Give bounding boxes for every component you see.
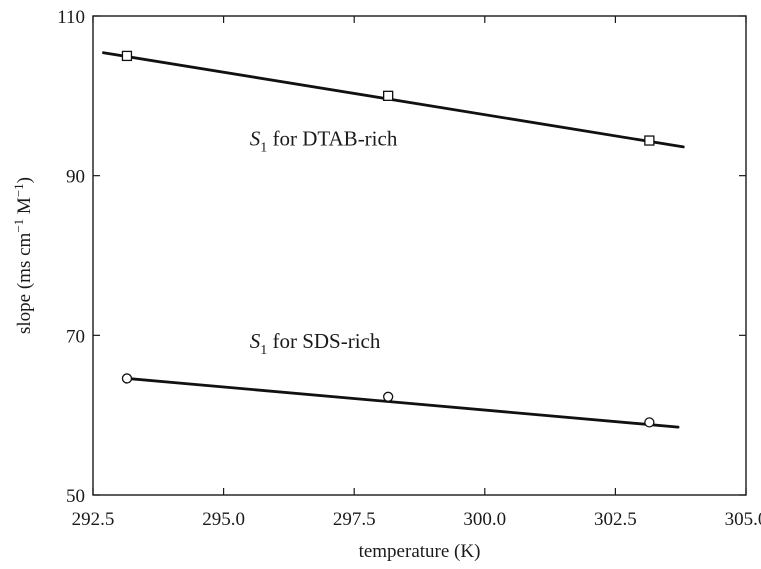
y-tick-label: 70 <box>66 326 85 347</box>
x-tick-label: 305.0 <box>725 509 761 530</box>
axis-ticks <box>92 15 747 496</box>
y-tick-label: 90 <box>66 167 85 188</box>
x-tick-label: 292.5 <box>72 509 115 530</box>
fit-lines <box>102 51 685 429</box>
plot-frame <box>92 15 747 496</box>
series-2-fit-line <box>125 377 680 429</box>
series-1-point <box>121 50 133 62</box>
annotations: S1 for DTAB-rich S1 for SDS-rich <box>250 126 398 358</box>
series-1-point <box>383 90 394 101</box>
y-tick-labels: 50 70 90 110 <box>57 7 85 507</box>
x-tick-label: 295.0 <box>202 509 245 530</box>
series-1-fit-line <box>102 51 685 149</box>
x-tick-label: 297.5 <box>333 509 376 530</box>
y-tick-label: 50 <box>66 486 85 507</box>
y-axis-title: slope (ms cm−1 M−1) <box>11 177 35 334</box>
y-tick-label: 110 <box>57 7 85 28</box>
series-annotation: S1 for DTAB-rich <box>250 126 398 155</box>
data-markers <box>121 50 655 428</box>
x-axis-title: temperature (K) <box>359 541 481 562</box>
x-tick-label: 300.0 <box>463 509 506 530</box>
series-1-point <box>644 135 655 146</box>
series-annotation: S1 for SDS-rich <box>250 329 381 358</box>
series-2-point <box>121 373 133 384</box>
series-2-point <box>644 417 655 428</box>
series-2-point <box>383 391 394 402</box>
x-tick-labels: 292.5 295.0 297.5 300.0 302.5 305.0 <box>72 509 761 530</box>
x-tick-label: 302.5 <box>594 509 637 530</box>
